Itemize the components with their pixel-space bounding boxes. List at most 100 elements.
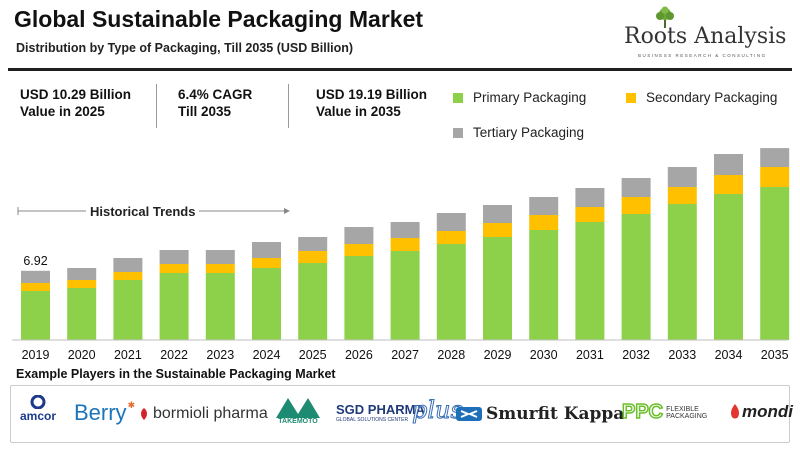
x-tick-label-2031: 2031 [576, 348, 604, 362]
bormioli-mark-icon [141, 408, 147, 420]
bar-2027-primary-packaging [390, 251, 420, 340]
bar-2021-primary-packaging [113, 280, 143, 340]
bar-2023-secondary-packaging [205, 264, 235, 273]
smurfit-kappa-mark-icon [456, 407, 482, 421]
chart-subtitle: Distribution by Type of Packaging, Till … [16, 41, 354, 55]
smurfit-kappa-text: Smurfit Kappa [486, 404, 625, 424]
amcor-text: amcor [20, 409, 57, 423]
x-tick-label-2030: 2030 [530, 348, 558, 362]
stat-value-2035: USD 19.19 Billion Value in 2035 [316, 86, 427, 120]
bar-2021-secondary-packaging [113, 272, 143, 280]
bar-2032-secondary-packaging [621, 197, 651, 214]
stacked-bar-chart: 2019 2020 2021 2022 2023 2024 2025 2026 2027 2028… [12, 148, 790, 362]
chart-title: Global Sustainable Packaging Market [14, 6, 424, 32]
bar-2032-primary-packaging [621, 214, 651, 340]
bar-2033-secondary-packaging [667, 187, 697, 204]
stat-value-2035-amount: USD 19.19 Billion [316, 87, 428, 102]
bar-2032-tertiary-packaging [621, 178, 651, 197]
legend-label-tertiary: Tertiary Packaging [473, 125, 585, 140]
historical-trends-label: Historical Trends [86, 204, 200, 219]
x-tick-label-2021: 2021 [114, 348, 142, 362]
bar-2022-primary-packaging [159, 273, 189, 340]
smurfit-kappa-logo: Smurfit Kappa [456, 404, 624, 424]
players-title: Example Players in the Sustainable Packa… [16, 367, 336, 381]
tree-icon [656, 6, 674, 28]
x-tick-label-2020: 2020 [68, 348, 96, 362]
bar-2026-tertiary-packaging [344, 227, 374, 244]
x-tick-label-2029: 2029 [484, 348, 512, 362]
bar-2023-tertiary-packaging [205, 250, 235, 264]
stat-separator [156, 84, 157, 128]
stat-separator [288, 84, 289, 128]
sgd-pharma-text: SGD PHARMA [336, 402, 425, 417]
bormioli-text: bormioli pharma [153, 405, 268, 422]
sgd-pharma-logo: SGD PHARMA GLOBAL SOLUTIONS CENTER [336, 402, 425, 423]
bar-2034-tertiary-packaging [714, 154, 743, 175]
x-tick-label-2025: 2025 [299, 348, 327, 362]
bar-2024-tertiary-packaging [252, 242, 281, 258]
bar-2035-primary-packaging [760, 187, 790, 340]
bar-2035-tertiary-packaging [760, 148, 790, 167]
legend-label-primary: Primary Packaging [473, 90, 587, 105]
bar-2030-tertiary-packaging [529, 197, 559, 215]
x-tick-label-2028: 2028 [437, 348, 465, 362]
x-tick-label-2019: 2019 [22, 348, 50, 362]
bar-2031-secondary-packaging [575, 207, 605, 222]
bar-2026-primary-packaging [344, 256, 374, 340]
bar-2025-primary-packaging [298, 263, 328, 340]
x-tick-label-2033: 2033 [668, 348, 696, 362]
bar-2028-primary-packaging [436, 244, 466, 340]
bar-2019-primary-packaging [21, 291, 50, 340]
bar-2020-secondary-packaging [67, 280, 97, 288]
ppc-sub-packaging: PACKAGING [666, 412, 708, 420]
bar-2019-tertiary-packaging [21, 270, 50, 283]
stat-value-2035-label: Value in 2035 [316, 104, 401, 119]
bar-2034-primary-packaging [714, 194, 743, 340]
amcor-logo: amcor [20, 395, 56, 423]
bar-2022-secondary-packaging [159, 264, 189, 273]
stat-cagr-amount: 6.4% CAGR [178, 87, 253, 102]
bar-2030-primary-packaging [529, 230, 559, 340]
bar-2033-tertiary-packaging [667, 167, 697, 187]
bar-2031-primary-packaging [575, 222, 605, 340]
x-tick-label-2024: 2024 [253, 348, 281, 362]
bar-2031-tertiary-packaging [575, 188, 605, 207]
bar-2033-primary-packaging [667, 204, 697, 340]
legend-swatch-tertiary [453, 127, 463, 138]
mondi-logo: mondi [730, 402, 793, 422]
bar-2023-primary-packaging [205, 273, 235, 340]
stat-value-2025-amount: USD 10.29 Billion [20, 87, 132, 102]
bar-2019-secondary-packaging [21, 283, 50, 291]
stat-value-2025: USD 10.29 Billion Value in 2025 [20, 86, 131, 120]
bar-2025-secondary-packaging [298, 251, 328, 263]
header-divider [8, 68, 792, 71]
bar-2029-secondary-packaging [483, 223, 512, 237]
bar-2021-tertiary-packaging [113, 258, 143, 272]
bormioli-logo: bormioli pharma [138, 405, 268, 423]
bar-2022-tertiary-packaging [159, 250, 189, 264]
brand-tagline: BUSINESS RESEARCH & CONSULTING [638, 53, 767, 58]
mondi-text: mondi [742, 402, 793, 421]
takemoto-mark-icon [276, 398, 320, 418]
bar-2034-secondary-packaging [714, 175, 743, 194]
x-tick-label-2023: 2023 [206, 348, 234, 362]
amcor-mark-icon [30, 395, 46, 409]
roots-analysis-logo: Roots Analysis BUSINESS RESEARCH & CONSU… [616, 4, 786, 64]
x-tick-label-2032: 2032 [622, 348, 650, 362]
bar-2025-tertiary-packaging [298, 237, 328, 251]
stat-cagr: 6.4% CAGR Till 2035 [178, 86, 252, 120]
ppc-text: PPC [621, 400, 664, 424]
players-logo-strip [10, 385, 790, 443]
data-label-2019: 6.92 [23, 254, 47, 268]
bar-2030-secondary-packaging [529, 215, 559, 230]
berry-text: Berry [74, 400, 127, 425]
takemoto-logo: TAKEMOTO [274, 396, 322, 425]
bar-2020-primary-packaging [67, 288, 97, 340]
brand-name: Roots Analysis [624, 24, 787, 49]
bar-2029-tertiary-packaging [483, 205, 512, 223]
bar-2028-secondary-packaging [436, 231, 466, 244]
bar-2028-tertiary-packaging [436, 213, 466, 231]
sgd-pharma-sub: GLOBAL SOLUTIONS CENTER [336, 417, 409, 423]
bar-2024-primary-packaging [252, 268, 281, 340]
plus-logo: plus [412, 396, 464, 425]
